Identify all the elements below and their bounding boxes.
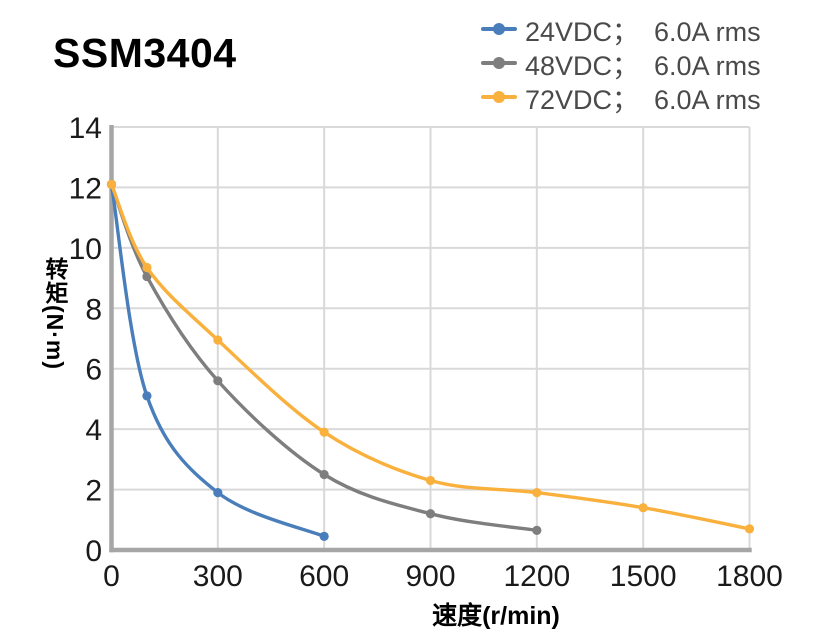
data-point-marker: [532, 525, 542, 535]
data-point-marker: [213, 376, 223, 386]
series-curves: [106, 179, 755, 542]
legend-label: 24VDC； 6.0A rms: [525, 16, 761, 47]
series-line-0: [109, 182, 326, 539]
x-axis-title: 速度(r/min): [432, 602, 560, 630]
chart-title: SSM3404: [53, 30, 237, 76]
gridlines: [111, 126, 751, 550]
data-point-marker: [319, 531, 329, 542]
data-point-marker: [425, 475, 436, 486]
legend-label: 72VDC； 6.0A rms: [525, 84, 761, 115]
data-point-marker: [319, 427, 329, 437]
data-point-marker: [213, 487, 223, 498]
data-point-marker: [425, 509, 436, 519]
x-tick-label: 1500: [610, 560, 677, 593]
y-tick-label: 14: [69, 112, 102, 145]
legend-item-24vdc: 24VDC； 6.0A rms: [481, 12, 761, 47]
legend-line-dot-marker: [481, 56, 517, 70]
legend-item-48vdc: 48VDC； 6.0A rms: [481, 46, 761, 81]
data-point-marker: [142, 391, 152, 401]
y-tick-label: 2: [85, 475, 102, 508]
x-tick-label: 600: [299, 560, 349, 593]
data-point-marker: [142, 262, 152, 273]
y-tick-label: 0: [85, 535, 102, 568]
x-tick-label: 0: [103, 560, 120, 593]
legend-label: 48VDC； 6.0A rms: [525, 50, 761, 81]
data-point-marker: [532, 487, 542, 498]
y-tick-label: 12: [69, 172, 102, 205]
legend-line-dot-marker: [481, 22, 517, 36]
legend-item-72vdc: 72VDC； 6.0A rms: [481, 80, 761, 115]
y-tick-label: 6: [85, 354, 102, 387]
x-tick-label: 300: [193, 560, 243, 593]
legend-dot-icon: [493, 91, 505, 103]
data-point-marker: [319, 469, 329, 480]
data-point-marker: [142, 271, 152, 282]
x-tick-label: 1200: [503, 560, 570, 593]
axes: [109, 125, 752, 553]
series-line-2: [109, 182, 752, 531]
legend-line-dot-marker: [481, 90, 517, 104]
y-tick-label: 10: [69, 233, 102, 266]
legend-dot-icon: [493, 57, 505, 69]
x-tick-label: 1800: [716, 560, 783, 593]
data-point-marker: [638, 503, 648, 513]
x-tick-label: 900: [405, 560, 455, 593]
data-point-marker: [744, 524, 755, 534]
data-point-marker: [106, 179, 117, 190]
y-axis-title: 转矩(N·m): [42, 257, 68, 371]
tick-labels: 0 300 600 900 1200 1500 1800 0 2 4 6 8 10 12 14: [69, 112, 783, 593]
legend: 24VDC； 6.0A rms 48VDC； 6.0A rms 72VDC； 6…: [481, 12, 761, 115]
y-tick-label: 8: [85, 293, 102, 326]
y-tick-label: 4: [85, 414, 102, 447]
data-point-marker: [213, 335, 223, 345]
legend-dot-icon: [493, 23, 505, 35]
